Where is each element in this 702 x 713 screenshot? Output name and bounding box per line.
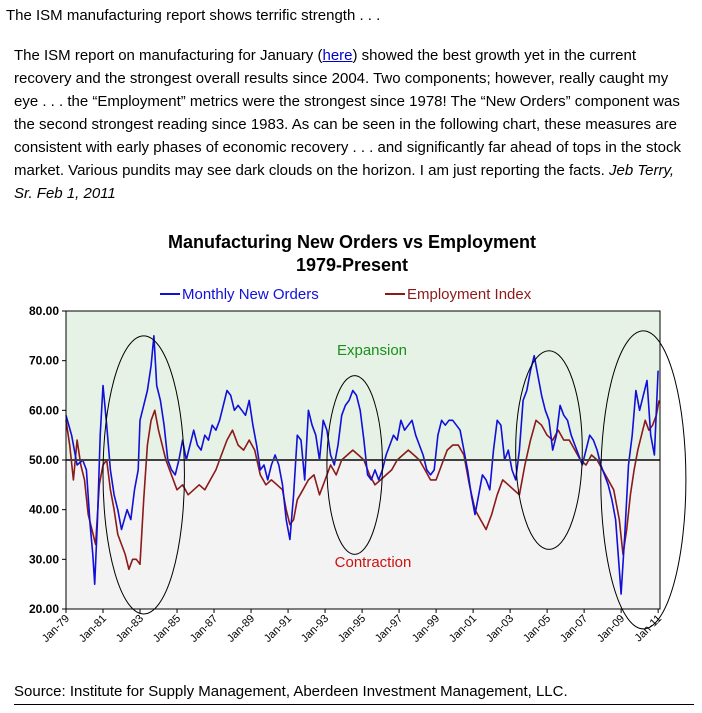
expansion-label: Expansion xyxy=(337,342,407,359)
y-tick-label: 80.00 xyxy=(29,304,59,318)
author-signature: Jeb Terry, Sr. Feb 1, 2011 xyxy=(14,162,675,202)
y-tick-label: 60.00 xyxy=(29,403,59,417)
ism-chart: Manufacturing New Orders vs Employment 1… xyxy=(29,232,687,645)
y-axis: 20.00 30.00 40.00 50.00 60.00 70.00 80.00 xyxy=(29,304,66,616)
x-tick-label: Jan-99 xyxy=(410,613,442,645)
y-tick-label: 20.00 xyxy=(29,602,59,616)
x-tick-label: Jan-87 xyxy=(188,613,220,645)
legend-label-employment: Employment Index xyxy=(407,286,532,303)
y-tick-label: 30.00 xyxy=(29,552,59,566)
highlight-ellipse xyxy=(515,350,583,550)
contraction-zone xyxy=(66,460,660,609)
highlight-ellipse xyxy=(326,375,383,555)
chart-subtitle: 1979-Present xyxy=(296,255,408,275)
y-tick-label: 50.00 xyxy=(29,453,59,467)
plot-frame xyxy=(65,310,661,610)
article-paragraph: The ISM report on manufacturing for Janu… xyxy=(14,44,694,205)
source-note: Source: Institute for Supply Management,… xyxy=(14,682,694,705)
x-tick-label: Jan-81 xyxy=(77,613,109,645)
highlight-ellipse xyxy=(600,330,687,630)
x-tick-label: Jan-83 xyxy=(114,613,146,645)
article-headline: The ISM manufacturing report shows terri… xyxy=(6,7,381,24)
y-tick-label: 70.00 xyxy=(29,354,59,368)
x-axis: Jan-79 Jan-81 Jan-83 Jan-85 Jan-87 Jan-89 Jan-… xyxy=(40,609,664,645)
here-link[interactable]: here xyxy=(322,47,353,64)
x-tick-label: Jan-93 xyxy=(299,613,331,645)
x-tick-label: Jan-07 xyxy=(558,613,590,645)
highlight-ellipse xyxy=(102,335,185,615)
x-tick-label: Jan-85 xyxy=(151,613,183,645)
new-orders-line xyxy=(65,335,659,595)
x-tick-label: Jan-89 xyxy=(225,613,257,645)
x-tick-label: Jan-05 xyxy=(521,613,553,645)
contraction-label: Contraction xyxy=(335,554,412,571)
x-tick-label: Jan-09 xyxy=(595,613,627,645)
x-tick-label: Jan-03 xyxy=(484,613,516,645)
chart-legend: Monthly New Orders Employment Index xyxy=(160,286,532,303)
legend-label-new-orders: Monthly New Orders xyxy=(182,286,319,303)
x-tick-label: Jan-97 xyxy=(373,613,405,645)
ellipse-layer xyxy=(102,330,687,630)
paragraph-text-end: ) showed the best growth yet in the curr… xyxy=(14,47,682,179)
x-tick-label: Jan-91 xyxy=(262,613,294,645)
y-tick-label: 40.00 xyxy=(29,503,59,517)
paragraph-text-start: The ISM report on manufacturing for Janu… xyxy=(14,47,323,64)
chart-title: Manufacturing New Orders vs Employment xyxy=(168,232,536,252)
x-tick-label: Jan-01 xyxy=(447,613,479,645)
x-tick-label: Jan-95 xyxy=(336,613,368,645)
x-tick-label: Jan-79 xyxy=(40,613,72,645)
